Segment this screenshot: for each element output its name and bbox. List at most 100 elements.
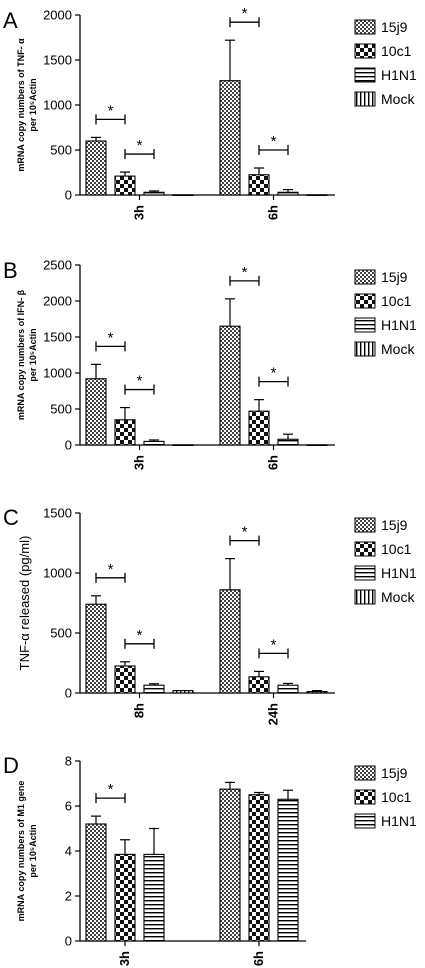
bar xyxy=(172,194,194,196)
bar xyxy=(248,174,270,196)
legend-swatch xyxy=(354,789,376,805)
y-axis-title: mRNA copy numbers of M1 gene per 10⁵Actin xyxy=(16,781,38,922)
significance-star: * xyxy=(242,264,248,281)
y-tick-label: 1000 xyxy=(43,566,72,581)
legend-label: Mock xyxy=(381,91,415,107)
legend-label: 15j9 xyxy=(381,765,408,781)
legend-swatch xyxy=(354,813,376,829)
x-tick-label: 6h xyxy=(251,951,266,966)
x-tick-label: 24h xyxy=(266,703,281,725)
legend-swatch xyxy=(354,341,376,357)
bar xyxy=(248,410,270,446)
y-tick-label: 0 xyxy=(65,934,72,949)
y-tick-label: 0 xyxy=(65,686,72,701)
legend-label: H1N1 xyxy=(381,813,417,829)
bar xyxy=(114,665,136,694)
bar xyxy=(85,603,107,694)
legend-label: 15j9 xyxy=(381,19,408,35)
bar xyxy=(219,589,241,694)
panel-label: A xyxy=(3,8,18,33)
y-tick-label: 6 xyxy=(65,799,72,814)
significance-star: * xyxy=(137,627,143,644)
legend-label: H1N1 xyxy=(381,565,417,581)
y-tick-label: 0 xyxy=(65,438,72,453)
significance-star: * xyxy=(242,524,248,541)
y-tick-label: 2 xyxy=(65,889,72,904)
legend-label: Mock xyxy=(381,589,415,605)
y-axis-title: mRNA copy numbers of TNF- α per 10⁵Actin xyxy=(16,38,38,172)
significance-star: * xyxy=(108,329,114,346)
legend-label: 15j9 xyxy=(381,517,408,533)
bar xyxy=(172,690,194,694)
bar xyxy=(306,691,328,694)
y-tick-label: 500 xyxy=(50,143,72,158)
legend-swatch xyxy=(354,317,376,333)
panel-label: B xyxy=(3,258,18,283)
bar xyxy=(219,788,241,942)
legend-swatch xyxy=(354,67,376,83)
chart-panel-A: A 0 500 1000 1500 2000 mRNA copy numbers of TN… xyxy=(3,5,417,220)
bar xyxy=(143,191,165,196)
bar xyxy=(114,419,136,446)
significance-star: * xyxy=(108,102,114,119)
legend-swatch xyxy=(354,293,376,309)
y-tick-label: 1500 xyxy=(43,330,72,345)
x-tick-label: 3h xyxy=(132,205,147,220)
bar xyxy=(172,444,194,447)
y-tick-label: 500 xyxy=(50,626,72,641)
legend-label: 10c1 xyxy=(381,789,412,805)
y-tick-label: 1000 xyxy=(43,98,72,113)
bar xyxy=(114,175,136,196)
x-tick-label: 3h xyxy=(132,455,147,470)
bar xyxy=(277,684,299,694)
y-axis-title: TNF-α released (pg/ml) xyxy=(17,536,32,671)
significance-star: * xyxy=(137,137,143,154)
legend-label: 15j9 xyxy=(381,269,408,285)
legend-swatch xyxy=(354,91,376,107)
x-tick-label: 6h xyxy=(266,455,281,470)
bar xyxy=(277,798,299,942)
bar xyxy=(306,444,328,447)
bar xyxy=(219,325,241,446)
significance-star: * xyxy=(271,636,277,653)
panel-label: C xyxy=(3,505,19,530)
legend-label: Mock xyxy=(381,341,415,357)
bar xyxy=(143,684,165,694)
bar xyxy=(219,80,241,196)
y-axis-title: mRNA copy numbers of IFN- β per 10⁵Actin xyxy=(16,289,38,420)
y-tick-label: 4 xyxy=(65,844,72,859)
bar xyxy=(248,676,270,694)
y-tick-label: 1500 xyxy=(43,53,72,68)
significance-star: * xyxy=(242,5,248,22)
bar xyxy=(143,853,165,942)
legend-swatch xyxy=(354,19,376,35)
legend-label: 10c1 xyxy=(381,293,412,309)
bar xyxy=(85,823,107,942)
legend-swatch xyxy=(354,589,376,605)
chart-panel-B: B 0 500 1000 1500 2000 2500 mRNA copy numbers o… xyxy=(3,258,417,471)
y-tick-label: 2500 xyxy=(43,258,72,273)
x-tick-label: 3h xyxy=(117,951,132,966)
bar xyxy=(143,440,165,446)
significance-star: * xyxy=(271,365,277,382)
legend-swatch xyxy=(354,43,376,59)
y-tick-label: 8 xyxy=(65,754,72,769)
legend-swatch xyxy=(354,765,376,781)
legend-swatch xyxy=(354,269,376,285)
significance-star: * xyxy=(137,373,143,390)
legend-label: H1N1 xyxy=(381,317,417,333)
panel-label: D xyxy=(3,753,19,778)
bar xyxy=(114,853,136,942)
y-tick-label: 0 xyxy=(65,188,72,203)
legend-label: 10c1 xyxy=(381,43,412,59)
y-tick-label: 2000 xyxy=(43,294,72,309)
bar xyxy=(85,378,107,446)
bar xyxy=(248,794,270,942)
x-tick-label: 6h xyxy=(266,205,281,220)
y-tick-label: 1500 xyxy=(43,506,72,521)
y-tick-label: 2000 xyxy=(43,8,72,23)
legend-swatch xyxy=(354,541,376,557)
legend-swatch xyxy=(354,517,376,533)
bar xyxy=(85,140,107,196)
